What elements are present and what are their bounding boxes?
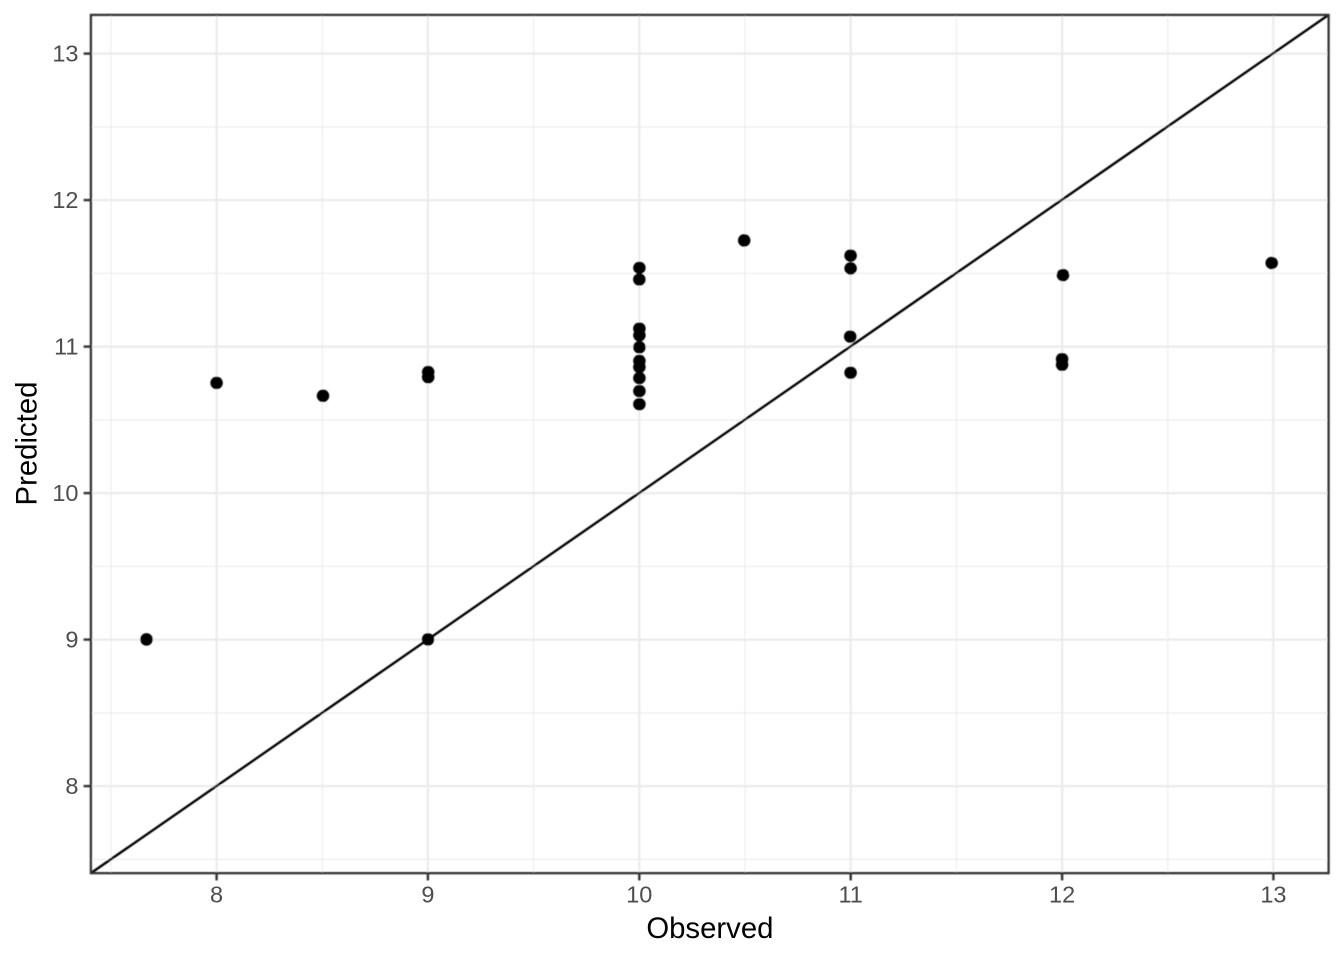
svg-text:9: 9 [65, 627, 78, 653]
svg-text:Observed: Observed [646, 912, 773, 945]
svg-text:9: 9 [421, 882, 434, 908]
svg-text:Predicted: Predicted [11, 382, 44, 506]
svg-text:8: 8 [65, 773, 78, 799]
svg-text:10: 10 [52, 480, 78, 506]
svg-text:11: 11 [54, 334, 78, 360]
svg-text:13: 13 [1260, 882, 1286, 908]
svg-text:8: 8 [210, 882, 223, 908]
svg-text:13: 13 [52, 41, 78, 67]
svg-text:12: 12 [1049, 882, 1075, 908]
svg-text:11: 11 [838, 882, 862, 908]
svg-text:10: 10 [626, 882, 652, 908]
svg-text:12: 12 [52, 187, 78, 213]
